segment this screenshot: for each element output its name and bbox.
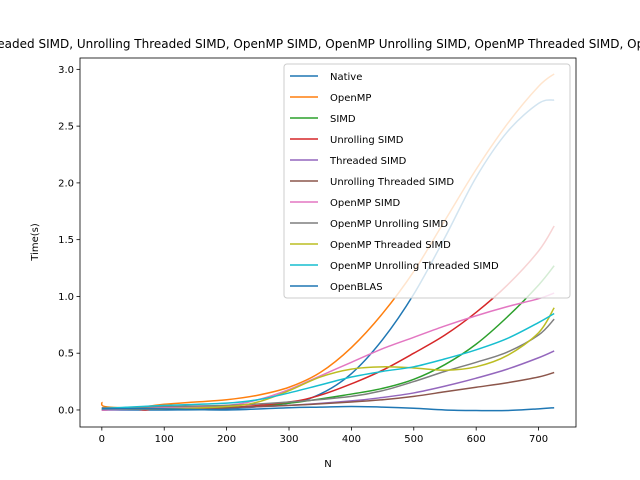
series-line-10 bbox=[101, 312, 555, 410]
legend-label: OpenMP Unrolling Threaded SIMD bbox=[330, 261, 499, 272]
legend-frame bbox=[283, 63, 571, 299]
y-axis: 0.0 0.5 1.0 1.5 2.0 2.5 3.0 bbox=[58, 65, 80, 416]
series-line-9 bbox=[101, 307, 555, 410]
legend-items: Native OpenMP SIMD Unrolling SIMD Threaded S… bbox=[290, 72, 499, 293]
legend-label: OpenBLAS bbox=[330, 282, 383, 293]
legend-label: Native bbox=[330, 72, 362, 83]
x-tick-label: 200 bbox=[217, 434, 236, 445]
series-lines bbox=[100, 73, 555, 412]
legend-label: Unrolling SIMD bbox=[330, 135, 404, 146]
legend-label: OpenMP Threaded SIMD bbox=[330, 240, 451, 251]
y-tick-label: 2.5 bbox=[58, 122, 74, 133]
plot-frame bbox=[79, 57, 577, 428]
series-line-6 bbox=[101, 371, 555, 410]
x-tick-label: 400 bbox=[342, 434, 361, 445]
y-axis-label: Time(s) bbox=[30, 223, 41, 262]
y-tick-label: 3.0 bbox=[58, 65, 74, 76]
y-tick-label: 2.0 bbox=[58, 178, 74, 189]
x-axis: 0 100 200 300 400 500 600 700 bbox=[99, 427, 548, 445]
series-line-11 bbox=[101, 405, 555, 412]
y-tick-label: 0.5 bbox=[58, 349, 74, 360]
legend-label: OpenMP bbox=[330, 93, 371, 104]
legend: Native OpenMP SIMD Unrolling SIMD Threaded S… bbox=[283, 63, 571, 299]
x-tick-label: 300 bbox=[279, 434, 298, 445]
x-tick-label: 0 bbox=[99, 434, 105, 445]
legend-label: SIMD bbox=[330, 114, 356, 125]
x-tick-label: 600 bbox=[467, 434, 486, 445]
legend-label: OpenMP SIMD bbox=[330, 198, 400, 209]
legend-label: Unrolling Threaded SIMD bbox=[330, 177, 454, 188]
x-tick-label: 100 bbox=[155, 434, 174, 445]
x-tick-label: 700 bbox=[529, 434, 548, 445]
chart-title: Native, OpenMP, SIMD, Unrolling SIMD, Th… bbox=[0, 37, 640, 51]
plot-area bbox=[79, 57, 577, 428]
series-line-8 bbox=[101, 318, 555, 409]
x-tick-label: 500 bbox=[404, 434, 423, 445]
legend-label: OpenMP Unrolling SIMD bbox=[330, 219, 448, 230]
y-tick-label: 1.0 bbox=[58, 292, 74, 303]
x-axis-label: N bbox=[324, 459, 331, 470]
y-tick-label: 1.5 bbox=[58, 235, 74, 246]
legend-label: Threaded SIMD bbox=[329, 156, 407, 167]
y-tick-label: 0.0 bbox=[58, 405, 74, 416]
